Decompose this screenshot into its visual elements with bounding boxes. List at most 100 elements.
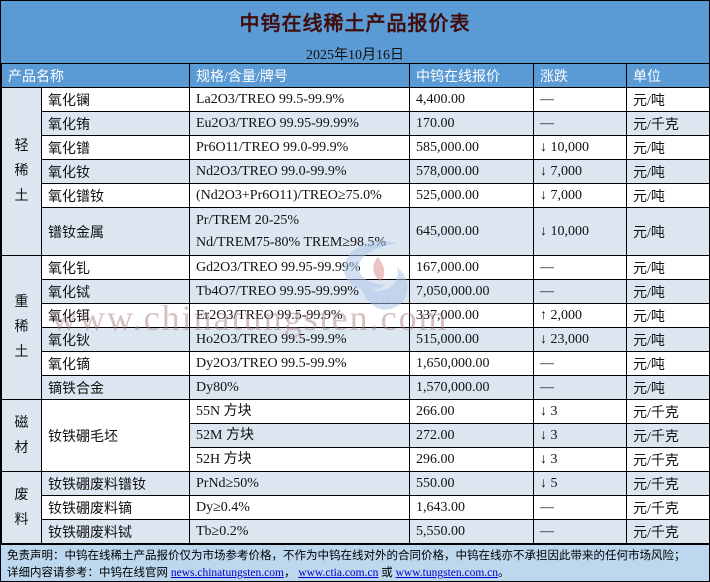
spec-cell: (Nd2O3+Pr6O11)/TREO≥75.0% [189, 183, 410, 208]
price-cell: 525,000.00 [409, 183, 534, 208]
price-cell: 266.00 [409, 399, 534, 424]
unit-cell: 元/吨 [626, 255, 709, 280]
product-name-cell: 氧化铕 [41, 111, 190, 136]
change-cell: ↑ 2,000 [533, 303, 627, 328]
table-row: 氧化钕 Nd2O3/TREO 99.0-99.9% 578,000.00 ↓ 7,00… [2, 159, 709, 184]
price-cell: 167,000.00 [409, 255, 534, 280]
change-cell: — [533, 351, 627, 376]
header-price: 中钨在线报价 [409, 63, 534, 88]
change-cell: — [533, 87, 627, 112]
product-name-cell: 氧化镨 [41, 135, 190, 160]
product-name-cell: 氧化钆 [41, 255, 190, 280]
change-cell: ↓ 7,000 [533, 159, 627, 184]
price-cell: 645,000.00 [409, 207, 534, 256]
price-cell: 337,000.00 [409, 303, 534, 328]
table-row: 钕铁硼废料铽 Tb≥0.2% 5,550.00— 元/千克 [2, 519, 709, 544]
price-cell: 1,643.00 [409, 495, 534, 520]
disclaimer-footer: 免责声明：中钨在线稀土产品报价仅为市场参考价格，不作为中钨在线对外的合同价格，中… [1, 543, 709, 581]
header-spec: 规格/含量/牌号 [189, 63, 410, 88]
product-name-cell: 氧化铽 [41, 279, 190, 304]
unit-cell: 元/千克 [626, 519, 709, 544]
table-row: 氧化铽 Tb4O7/TREO 99.95-99.99% 7,050,000.00— 元… [2, 279, 709, 304]
change-cell: ↓ 10,000 [533, 207, 627, 256]
price-cell: 5,550.00 [409, 519, 534, 544]
price-cell: 7,050,000.00 [409, 279, 534, 304]
product-name-cell: 氧化镧 [41, 87, 190, 112]
product-name-cell: 钕铁硼废料铽 [41, 519, 190, 544]
spec-cell: Dy≥0.4% [189, 495, 410, 520]
unit-cell: 元/千克 [626, 111, 709, 136]
change-cell: — [533, 255, 627, 280]
spec-cell: Nd2O3/TREO 99.0-99.9% [189, 159, 410, 184]
table-row: 52M 方块 272.00 ↓ 3 元/千克 [2, 423, 709, 448]
price-table: 产品名称 规格/含量/牌号 中钨在线报价 涨跌 单位 轻 稀 土氧化镧 La2O3… [1, 63, 709, 544]
table-row: 镝铁合金 Dy80% 1,570,000.00— 元/吨 [2, 375, 709, 400]
link-tungsten[interactable]: www.tungsten.com.cn [395, 567, 499, 579]
spec-cell: 55N 方块 [189, 399, 410, 424]
unit-cell: 元/吨 [626, 159, 709, 184]
price-cell: 550.00 [409, 471, 534, 496]
category-cell: 重 稀 土 [1, 255, 42, 400]
category-cell: 废 料 [1, 471, 42, 544]
spec-cell: Pr/TREM 20-25% Nd/TREM75-80% TREM≥98.5% [189, 207, 410, 256]
spec-cell: PrNd≥50% [189, 471, 410, 496]
change-cell: — [533, 111, 627, 136]
table-row: 重 稀 土氧化钆 Gd2O3/TREO 99.95-99.99% 167,000.0… [1, 255, 709, 400]
spec-cell: Dy2O3/TREO 99.5-99.9% [189, 351, 410, 376]
table-row: 氧化铒 Er2O3/TREO 99.5-99.9% 337,000.00 ↑ 2,00… [2, 303, 709, 328]
table-header-row: 产品名称 规格/含量/牌号 中钨在线报价 涨跌 单位 [1, 63, 709, 88]
unit-cell: 元/吨 [626, 375, 709, 400]
unit-cell: 元/吨 [626, 279, 709, 304]
change-cell: — [533, 375, 627, 400]
change-cell: ↓ 3 [533, 399, 627, 424]
price-cell: 170.00 [409, 111, 534, 136]
product-name-cell: 氧化镝 [41, 351, 190, 376]
category-cell: 轻 稀 土 [1, 87, 42, 256]
unit-cell: 元/千克 [626, 399, 709, 424]
table-row: 轻 稀 土氧化镧 La2O3/TREO 99.5-99.9% 4,400.00— 元/… [1, 87, 709, 256]
price-cell: 515,000.00 [409, 327, 534, 352]
unit-cell: 元/吨 [626, 87, 709, 112]
spec-cell: Gd2O3/TREO 99.95-99.99% [189, 255, 410, 280]
unit-cell: 元/千克 [626, 423, 709, 448]
table-row: 磁 材钕铁硼毛坯 55N 方块 266.00 ↓ 3 元/千克 [1, 399, 709, 472]
spec-cell: Ho2O3/TREO 99.5-99.9% [189, 327, 410, 352]
change-cell: — [533, 495, 627, 520]
header-product-name: 产品名称 [1, 63, 190, 88]
product-name-cell: 钕铁硼毛坯 [41, 399, 190, 472]
table-row: 氧化镨 Pr6O11/TREO 99.0-99.9% 585,000.00 ↓ 10,… [2, 135, 709, 160]
change-cell: ↓ 5 [533, 471, 627, 496]
price-table-body: 轻 稀 土氧化镧 La2O3/TREO 99.5-99.9% 4,400.00— 元/… [1, 87, 709, 544]
unit-cell: 元/吨 [626, 135, 709, 160]
price-cell: 272.00 [409, 423, 534, 448]
banner: 中钨在线稀土产品报价表 2025年10月16日 [1, 1, 709, 63]
product-name-cell: 氧化钬 [41, 327, 190, 352]
page-title: 中钨在线稀土产品报价表 [239, 13, 471, 35]
table-row: 废 料钕铁硼废料镨钕 PrNd≥50% 550.00 ↓ 5 元/千克 [1, 471, 709, 544]
disclaimer-line2: 详细内容请参考：中钨在线官网 news.chinatungsten.com， w… [7, 567, 510, 579]
disclaimer-line1: 免责声明：中钨在线稀土产品报价仅为市场参考价格，不作为中钨在线对外的合同价格，中… [7, 550, 686, 562]
spec-cell: 52H 方块 [189, 447, 410, 472]
change-cell: ↓ 10,000 [533, 135, 627, 160]
unit-cell: 元/千克 [626, 471, 709, 496]
product-name-cell: 钕铁硼废料镝 [41, 495, 190, 520]
change-cell: ↓ 23,000 [533, 327, 627, 352]
unit-cell: 元/吨 [626, 351, 709, 376]
price-cell: 4,400.00 [409, 87, 534, 112]
table-row: 氧化钬 Ho2O3/TREO 99.5-99.9% 515,000.00 ↓ 23,0… [2, 327, 709, 352]
report-date: 2025年10月16日 [306, 48, 404, 63]
header-change: 涨跌 [533, 63, 627, 88]
change-cell: ↓ 3 [533, 447, 627, 472]
unit-cell: 元/吨 [626, 303, 709, 328]
link-news-chinatungsten[interactable]: news.chinatungsten.com [170, 567, 284, 579]
change-cell: ↓ 3 [533, 423, 627, 448]
table-row: 氧化铕 Eu2O3/TREO 99.95-99.99% 170.00— 元/千克 [2, 111, 709, 136]
product-name-cell: 氧化钕 [41, 159, 190, 184]
header-unit: 单位 [626, 63, 709, 88]
spec-cell: 52M 方块 [189, 423, 410, 448]
spec-cell: Tb4O7/TREO 99.95-99.99% [189, 279, 410, 304]
spec-cell: Pr6O11/TREO 99.0-99.9% [189, 135, 410, 160]
table-row: 氧化镨钕 (Nd2O3+Pr6O11)/TREO≥75.0% 525,000.00 ↓… [2, 183, 709, 208]
link-ctia[interactable]: www.ctia.com.cn [298, 567, 379, 579]
